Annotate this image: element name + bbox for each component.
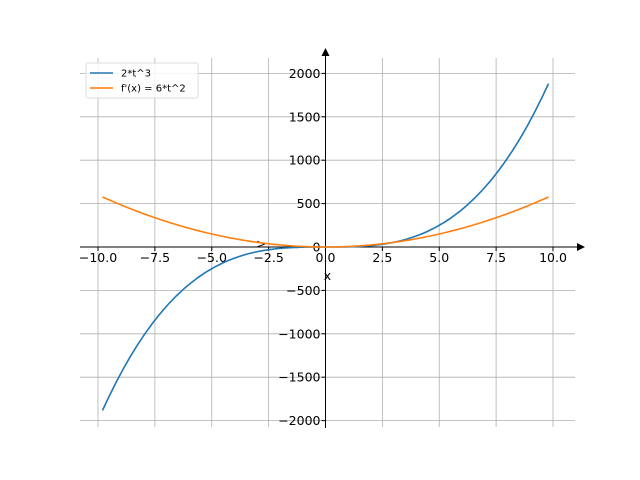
legend-label: 2*t^3: [121, 69, 151, 80]
x-tick-label: 2.5: [372, 250, 392, 265]
y-tick-label: 2000: [289, 66, 321, 81]
x-axis-arrow-icon: [577, 243, 585, 251]
x-tick-label: −10.0: [79, 250, 117, 265]
y-tick-label: 1500: [289, 109, 321, 124]
x-tick-label: 7.5: [486, 250, 506, 265]
y-tick-label: 1000: [289, 153, 321, 168]
x-axis-label: x: [324, 268, 331, 283]
x-tick-label: −5.0: [197, 250, 227, 265]
y-tick-label: −500: [286, 283, 320, 298]
x-tick-label: 10.0: [539, 250, 567, 265]
legend: [85, 62, 199, 99]
legend-label: f'(x) = 6*t^2: [121, 84, 186, 95]
y-axis-arrow-icon: [321, 48, 330, 56]
y-tick-label: −1500: [278, 370, 320, 385]
x-tick-label: −2.5: [253, 250, 283, 265]
y-tick-label: 500: [297, 196, 321, 211]
y-tick-label: −2000: [278, 413, 320, 428]
y-tick-label: −1000: [278, 326, 320, 341]
x-tick-label: −7.5: [140, 250, 170, 265]
x-tick-label: 0.0: [316, 250, 336, 265]
x-tick-label: 5.0: [429, 250, 449, 265]
series-line-1: [102, 196, 549, 248]
